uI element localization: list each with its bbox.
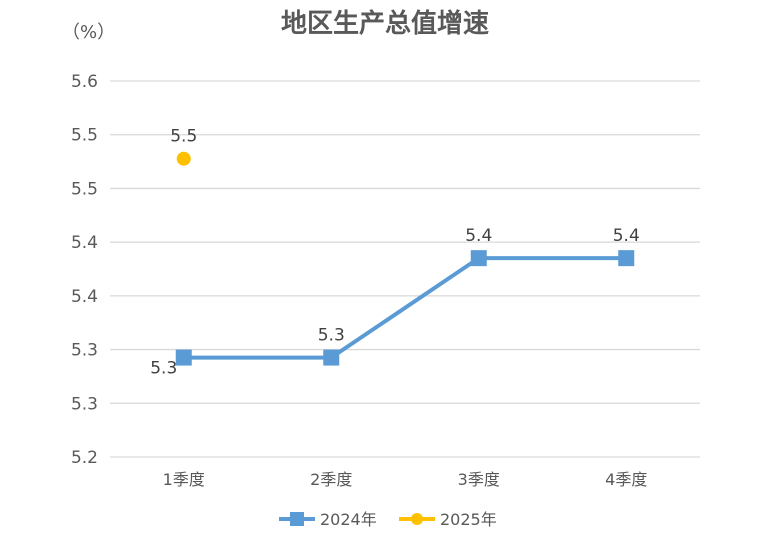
legend-marker [290,512,304,526]
y-tick-label: 5.4 [71,287,98,307]
data-label: 5.5 [170,127,197,147]
y-tick-label: 5.6 [71,72,98,92]
legend-marker [411,513,423,525]
legend: 2024年 2025年 [279,510,497,529]
y-tick-label: 5.3 [71,341,98,361]
data-point [618,250,635,267]
y-tick-label: 5.2 [71,448,98,468]
chart-title: 地区生产总值增速 [281,8,489,39]
x-tick-label: 1季度 [163,470,205,489]
y-tick-label: 5.5 [71,179,98,199]
gridlines [110,80,700,458]
y-tick-label: 5.4 [71,233,98,253]
data-labels: 5.3 5.3 5.4 5.4 5.5 [150,127,640,379]
legend-label: 2025年 [440,510,497,529]
series-layer [175,151,635,366]
x-tick-label: 4季度 [605,470,647,489]
x-tick-label: 2季度 [310,470,352,489]
y-tick-label: 5.5 [71,126,98,146]
data-point [176,151,191,166]
x-axis-ticks: 1季度 2季度 3季度 4季度 [163,470,648,489]
series-line [183,256,627,360]
y-axis-ticks: 5.6 5.5 5.5 5.4 5.4 5.3 5.3 5.2 [71,72,98,468]
data-point [470,250,487,267]
data-label: 5.3 [318,326,345,346]
data-point [175,349,192,366]
x-tick-label: 3季度 [458,470,500,489]
data-label: 5.4 [613,226,640,246]
data-point [323,349,340,366]
y-axis-unit: （%） [62,22,115,43]
data-label: 5.3 [150,359,177,379]
legend-label: 2024年 [320,510,377,529]
y-tick-label: 5.3 [71,394,98,414]
data-label: 5.4 [465,226,492,246]
